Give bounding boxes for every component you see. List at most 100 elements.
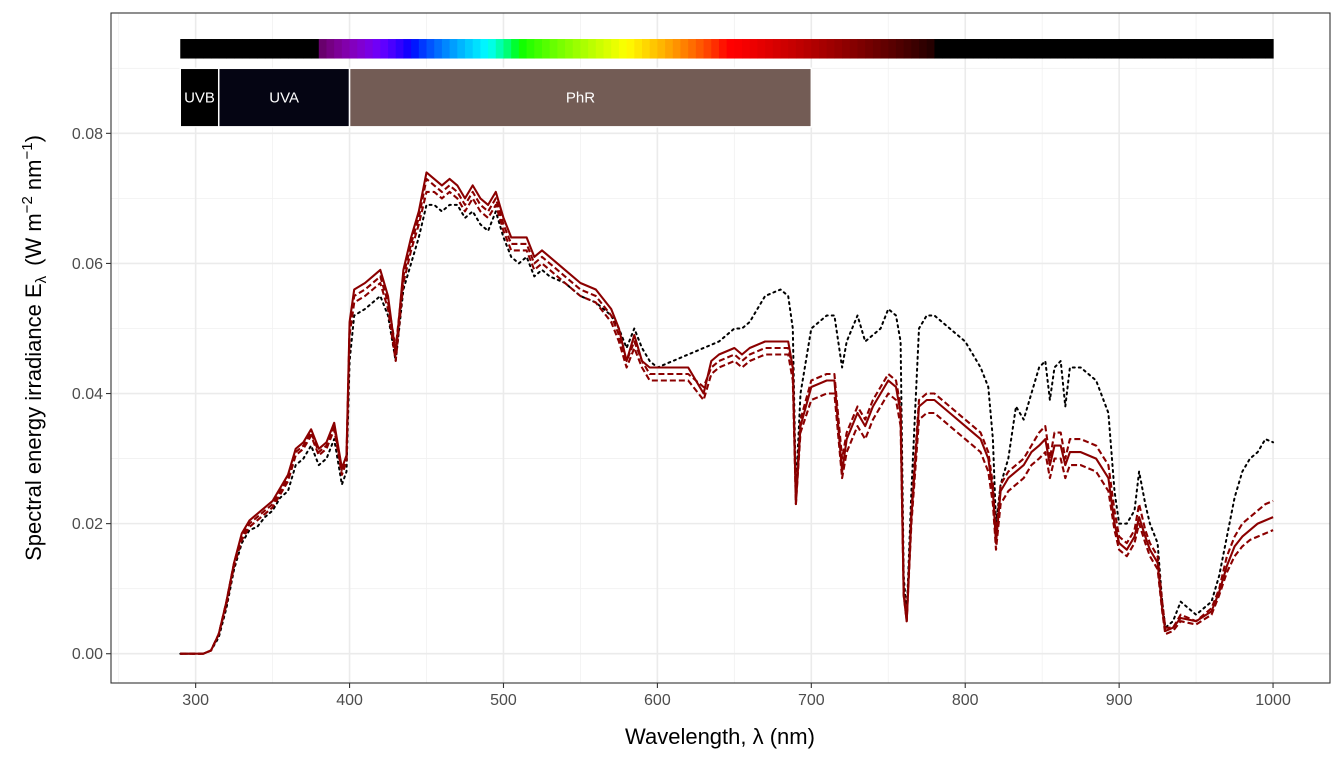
x-tick-label: 400 bbox=[336, 692, 363, 709]
color-bar-segment bbox=[1219, 39, 1228, 59]
color-bar-segment bbox=[611, 39, 620, 59]
color-bar-segment bbox=[1049, 39, 1059, 59]
x-tick-label: 900 bbox=[1106, 692, 1133, 709]
color-bar-segment bbox=[326, 39, 335, 59]
color-bar-segment bbox=[1034, 39, 1043, 59]
series-line-1 bbox=[179, 203, 1275, 655]
color-bar-segment bbox=[495, 39, 505, 59]
color-bar-segment bbox=[411, 39, 420, 59]
color-bar-segment bbox=[480, 39, 489, 59]
color-bar-segment bbox=[618, 39, 628, 59]
color-bar-segment bbox=[780, 39, 789, 59]
color-bar-segment bbox=[187, 39, 197, 59]
color-bar-segment bbox=[388, 39, 397, 59]
color-bar-segment bbox=[180, 39, 189, 59]
color-bar-segment bbox=[1103, 39, 1113, 59]
color-bar-segment bbox=[226, 39, 235, 59]
color-bar-segment bbox=[1188, 39, 1197, 59]
color-bar-segment bbox=[288, 39, 297, 59]
color-bar-segment bbox=[318, 39, 328, 59]
color-bar-segment bbox=[249, 39, 258, 59]
color-bar-segment bbox=[742, 39, 751, 59]
color-bar-segment bbox=[718, 39, 728, 59]
color-bar-segment bbox=[1165, 39, 1174, 59]
color-bar-segment bbox=[1180, 39, 1189, 59]
color-bar-segment bbox=[665, 39, 674, 59]
color-bar-segment bbox=[934, 39, 943, 59]
color-bar-segment bbox=[380, 39, 389, 59]
color-bar-segment bbox=[734, 39, 743, 59]
color-bar-segment bbox=[972, 39, 982, 59]
color-bar-segment bbox=[372, 39, 381, 59]
waveband-uva bbox=[217, 67, 351, 128]
color-bar-segment bbox=[403, 39, 412, 59]
color-bar-segment bbox=[234, 39, 243, 59]
color-bar-segment bbox=[765, 39, 774, 59]
color-bar-segment bbox=[472, 39, 481, 59]
color-bar-segment bbox=[426, 39, 435, 59]
color-bar-segment bbox=[211, 39, 220, 59]
color-bar-segment bbox=[811, 39, 820, 59]
color-bar-segment bbox=[1142, 39, 1151, 59]
color-bar-segment bbox=[626, 39, 635, 59]
y-tick-label: 0.00 bbox=[72, 646, 103, 663]
y-axis-title-main: Spectral energy irradiance E bbox=[21, 283, 46, 561]
color-bar-segment bbox=[565, 39, 574, 59]
color-bar-segment bbox=[1211, 39, 1220, 59]
panel-border bbox=[110, 12, 1331, 684]
color-bar-segment bbox=[657, 39, 666, 59]
color-bar-segment bbox=[903, 39, 912, 59]
color-bar-segment bbox=[1134, 39, 1143, 59]
color-bar-segment bbox=[603, 39, 612, 59]
color-bar-segment bbox=[757, 39, 766, 59]
waveband-label-phr: PhR bbox=[566, 90, 595, 107]
color-bar-segment bbox=[1088, 39, 1097, 59]
y-axis-title-exp2: −1 bbox=[19, 142, 36, 159]
y-tick-label: 0.02 bbox=[72, 516, 103, 533]
color-bar-segment bbox=[803, 39, 812, 59]
color-bar-segment bbox=[1119, 39, 1128, 59]
color-bar-segment bbox=[218, 39, 228, 59]
waveband-label-uvb: UVB bbox=[184, 90, 215, 107]
y-tick-label: 0.06 bbox=[72, 256, 103, 273]
color-bar-segment bbox=[1234, 39, 1243, 59]
color-bar-segment bbox=[1149, 39, 1159, 59]
color-bar-segment bbox=[980, 39, 989, 59]
color-bar-segment bbox=[1226, 39, 1236, 59]
color-bar-segment bbox=[888, 39, 897, 59]
y-tick-label: 0.04 bbox=[72, 386, 103, 403]
color-bar-segment bbox=[788, 39, 797, 59]
color-bar-segment bbox=[1126, 39, 1136, 59]
color-bar-segment bbox=[357, 39, 366, 59]
color-bar-segment bbox=[996, 39, 1005, 59]
color-bar-segment bbox=[195, 39, 204, 59]
color-bar-segment bbox=[518, 39, 528, 59]
color-bar-segment bbox=[988, 39, 997, 59]
color-bar-segment bbox=[1003, 39, 1012, 59]
color-bar-segment bbox=[703, 39, 712, 59]
color-bar-segment bbox=[849, 39, 859, 59]
color-bar-segment bbox=[1080, 39, 1089, 59]
series-line-2 bbox=[180, 177, 1274, 655]
color-bar-segment bbox=[857, 39, 866, 59]
color-bar-segment bbox=[1157, 39, 1166, 59]
color-bar-segment bbox=[642, 39, 651, 59]
color-bar-segment bbox=[534, 39, 543, 59]
color-bar-segment bbox=[826, 39, 835, 59]
color-bar-segment bbox=[688, 39, 697, 59]
color-bar-segment bbox=[680, 39, 689, 59]
series-line-3 bbox=[180, 171, 1274, 655]
color-bar-segment bbox=[772, 39, 782, 59]
color-bar-segment bbox=[726, 39, 735, 59]
x-tick-label: 600 bbox=[644, 692, 671, 709]
color-bar-segment bbox=[465, 39, 474, 59]
color-bar-segment bbox=[695, 39, 705, 59]
color-bar-segment bbox=[203, 39, 212, 59]
color-bar-segment bbox=[1026, 39, 1036, 59]
x-axis-title: Wavelength, λ (nm) bbox=[625, 724, 815, 749]
color-bar-segment bbox=[1173, 39, 1182, 59]
x-tick-label: 800 bbox=[952, 692, 979, 709]
color-bar-segment bbox=[557, 39, 566, 59]
color-bar-segment bbox=[1265, 39, 1274, 59]
